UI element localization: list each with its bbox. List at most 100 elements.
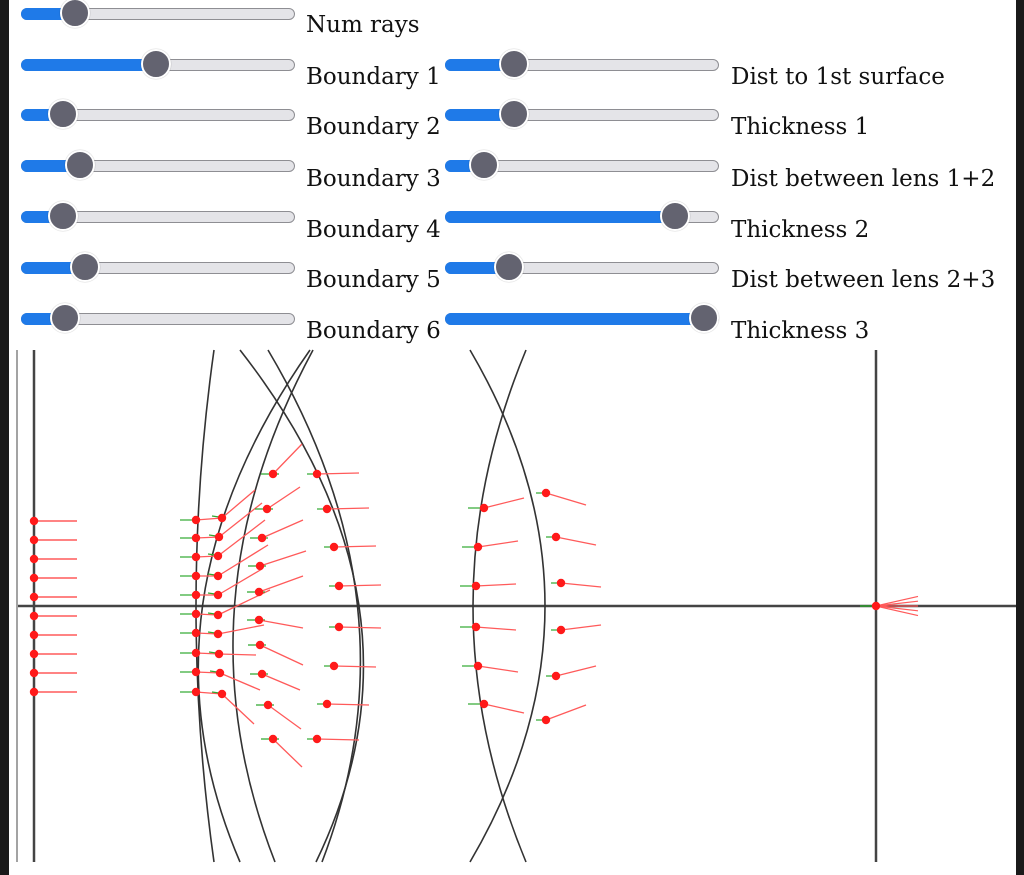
ray-intersection-point (312, 469, 322, 479)
ray-intersection-point (29, 630, 39, 640)
slider-thumb[interactable] (64, 150, 95, 180)
ray-segment (326, 703, 370, 706)
slider-thumb[interactable] (69, 252, 100, 282)
ray-segment (259, 644, 304, 666)
thickness-1-slider[interactable] (445, 99, 719, 129)
slider-fill (445, 313, 704, 325)
boundary-1-slider[interactable] (21, 49, 295, 79)
ray-intersection-point (191, 533, 201, 543)
ray-intersection-point (551, 532, 561, 542)
ray-intersection-point (322, 699, 332, 709)
dist-between-lens-1-2-slider[interactable] (445, 150, 719, 180)
ray-segment (217, 544, 269, 577)
ray-intersection-point (29, 573, 39, 583)
ray-segment (218, 653, 257, 656)
lens-1-back-surface (197, 349, 311, 863)
ray-intersection-point (541, 715, 551, 725)
dist-between-lens-2-3-slider[interactable] (445, 252, 719, 282)
ray-segment (875, 595, 919, 607)
ray-segment (261, 673, 301, 691)
ray-segment (259, 550, 307, 567)
ray-segment (477, 540, 519, 548)
ray-intersection-point (215, 668, 225, 678)
lens-3-front-surface (472, 349, 527, 863)
dist-to-1st-surface-slider[interactable] (445, 49, 719, 79)
ray-intersection-point (257, 669, 267, 679)
slider-thumb[interactable] (47, 99, 78, 129)
slider-thumb[interactable] (659, 201, 690, 231)
dist-between-lens-1-2-label: Dist between lens 1+2 (731, 166, 996, 192)
slider-thumb[interactable] (498, 99, 529, 129)
ray-segment (326, 507, 370, 510)
boundary-4-slider[interactable] (21, 201, 295, 231)
num-rays-slider[interactable] (21, 0, 295, 28)
boundary-3-slider[interactable] (21, 150, 295, 180)
ray-segment (475, 626, 517, 631)
ray-segment (266, 486, 301, 510)
ray-intersection-point (322, 504, 332, 514)
ray-intersection-point (254, 587, 264, 597)
ray-intersection-point (217, 689, 227, 699)
slider-thumb[interactable] (50, 303, 81, 333)
ray-intersection-point (268, 734, 278, 744)
lens-2-back-surface (232, 349, 314, 863)
ray-intersection-point (479, 503, 489, 513)
thickness-2-slider[interactable] (445, 201, 719, 231)
ray-intersection-point (479, 699, 489, 709)
thickness-2-label: Thickness 2 (731, 217, 870, 243)
ray-intersection-point (312, 734, 322, 744)
ray-segment (555, 536, 597, 546)
boundary-5-label: Boundary 5 (306, 267, 441, 293)
ray-segment (560, 624, 602, 631)
boundary-2-label: Boundary 2 (306, 114, 441, 140)
boundary-2-slider[interactable] (21, 99, 295, 129)
ray-intersection-point (473, 661, 483, 671)
slider-fill (445, 59, 514, 71)
thickness-3-slider[interactable] (445, 303, 719, 333)
lens-1-front-surface (195, 349, 215, 863)
ray-segment (221, 693, 255, 725)
ray-segment (267, 704, 302, 730)
ray-segment (217, 624, 265, 635)
slider-thumb[interactable] (689, 303, 719, 333)
boundary-6-label: Boundary 6 (306, 318, 441, 344)
slider-thumb[interactable] (469, 150, 500, 180)
ray-intersection-point (191, 648, 201, 658)
dist-to-1st-surface-label: Dist to 1st surface (731, 64, 945, 90)
ray-intersection-point (551, 671, 561, 681)
ray-segment (483, 497, 525, 509)
slider-thumb[interactable] (60, 0, 91, 28)
ray-segment (560, 582, 602, 588)
ray-segment (338, 584, 382, 587)
ray-intersection-point (29, 611, 39, 621)
ray-intersection-point (217, 513, 227, 523)
ray-intersection-point (263, 700, 273, 710)
ray-intersection-point (213, 571, 223, 581)
boundary-6-slider[interactable] (21, 303, 295, 333)
ray-intersection-point (254, 615, 264, 625)
slider-thumb[interactable] (498, 49, 529, 79)
ray-intersection-point (255, 561, 265, 571)
boundary-4-label: Boundary 4 (306, 217, 441, 243)
ray-intersection-point (191, 552, 201, 562)
ray-segment (475, 583, 517, 587)
ray-intersection-point (191, 590, 201, 600)
ray-intersection-point (191, 609, 201, 619)
ray-segment (875, 600, 919, 607)
ray-segment (483, 703, 525, 714)
ray-layer (29, 443, 919, 768)
ray-segment (217, 568, 263, 596)
dist-between-lens-2-3-label: Dist between lens 2+3 (731, 267, 996, 293)
slider-thumb[interactable] (47, 201, 78, 231)
slider-thumb[interactable] (493, 252, 524, 282)
ray-intersection-point (334, 581, 344, 591)
boundary-3-label: Boundary 3 (306, 166, 441, 192)
lens-surfaces (195, 349, 546, 863)
slider-thumb[interactable] (140, 49, 171, 79)
lens-3-back-surface (469, 349, 546, 863)
ray-intersection-point (257, 533, 267, 543)
slider-fill (445, 262, 509, 274)
boundary-5-slider[interactable] (21, 252, 295, 282)
ray-segment (218, 502, 263, 538)
ray-segment (195, 691, 223, 695)
